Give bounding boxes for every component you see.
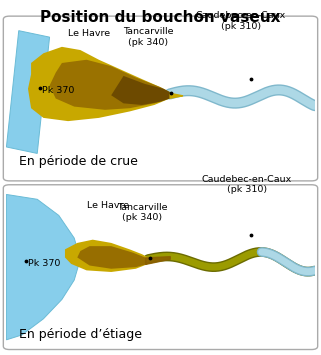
Polygon shape <box>65 240 148 272</box>
Polygon shape <box>77 246 148 269</box>
Text: Tancarville
(pk 340): Tancarville (pk 340) <box>123 27 173 47</box>
Text: Pk 370: Pk 370 <box>42 86 74 95</box>
Text: Le Havre: Le Havre <box>68 29 110 38</box>
Text: Caudebec-en-Caux
(pk 310): Caudebec-en-Caux (pk 310) <box>202 175 292 195</box>
Polygon shape <box>111 76 170 105</box>
FancyBboxPatch shape <box>3 185 318 350</box>
Text: Caudebec-en-Caux
(pk 310): Caudebec-en-Caux (pk 310) <box>195 11 286 31</box>
Text: Tancarville
(pk 340): Tancarville (pk 340) <box>117 202 167 222</box>
Polygon shape <box>49 60 170 110</box>
Text: Le Havre: Le Havre <box>87 201 129 210</box>
Text: Position du bouchon vaseux: Position du bouchon vaseux <box>40 10 281 25</box>
Polygon shape <box>6 195 80 340</box>
Text: En période de crue: En période de crue <box>19 155 138 168</box>
Text: En période d’étiage: En période d’étiage <box>19 328 142 342</box>
FancyBboxPatch shape <box>3 16 318 181</box>
Polygon shape <box>28 47 170 121</box>
Text: Pk 370: Pk 370 <box>28 260 60 268</box>
Polygon shape <box>6 31 49 153</box>
